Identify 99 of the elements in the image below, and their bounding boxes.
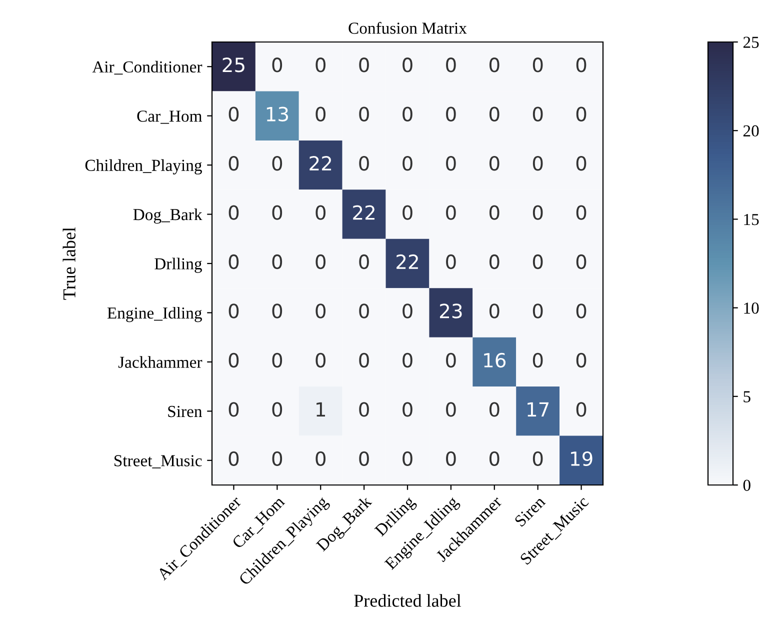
data-label: 22 <box>353 205 374 220</box>
data-label: 0 <box>532 304 543 318</box>
data-label: 0 <box>532 451 543 466</box>
data-label: 0 <box>446 352 456 368</box>
data-label: 0 <box>316 205 326 220</box>
data-label: 0 <box>272 254 282 270</box>
data-label: 0 <box>532 156 543 171</box>
data-label: 19 <box>571 451 592 466</box>
data-label: 0 <box>489 205 500 220</box>
data-label: 0 <box>489 451 500 466</box>
color-bar-label: 5 <box>744 391 750 402</box>
color-bar-label: 25 <box>743 36 759 48</box>
data-label: 0 <box>402 156 412 171</box>
data-label: 0 <box>316 106 326 122</box>
data-label: 0 <box>272 304 282 318</box>
data-label: 0 <box>402 106 412 122</box>
data-label: 0 <box>532 106 543 122</box>
chart-title: Confusion Matrix <box>348 22 467 34</box>
data-label: 0 <box>272 352 282 368</box>
data-label: 0 <box>228 254 239 270</box>
data-label: 0 <box>576 254 586 270</box>
data-label: 0 <box>359 156 369 171</box>
data-label: 17 <box>528 402 549 417</box>
data-label: 25 <box>222 58 244 72</box>
data-label: 0 <box>489 156 500 171</box>
data-label: 0 <box>489 254 500 270</box>
data-label: 0 <box>446 205 456 220</box>
data-label: 0 <box>316 352 326 368</box>
data-label: 0 <box>576 106 586 122</box>
y-tick-label: Children_Playing <box>85 159 202 174</box>
data-label: 0 <box>316 254 326 270</box>
data-label: 0 <box>402 402 412 417</box>
data-label: 0 <box>359 254 369 270</box>
data-label: 0 <box>359 451 369 466</box>
data-label: 0 <box>446 156 456 171</box>
data-label: 0 <box>446 106 456 122</box>
y-tick-label: Siren <box>168 406 202 418</box>
y-tick-label: Dog_Bark <box>133 208 202 224</box>
data-label: 0 <box>359 304 369 318</box>
y-tick-label: Drlling <box>154 258 202 273</box>
data-label: 0 <box>359 106 369 122</box>
color-bar-label: 15 <box>744 214 759 226</box>
data-label: 0 <box>532 352 543 368</box>
data-label: 0 <box>272 402 282 417</box>
data-label: 0 <box>532 205 543 220</box>
data-label: 0 <box>228 205 239 220</box>
data-label: 13 <box>266 106 288 122</box>
data-label: 0 <box>228 106 239 122</box>
data-label: 0 <box>316 304 326 318</box>
data-label: 0 <box>402 205 412 220</box>
data-label: 0 <box>228 156 239 171</box>
color-bar-label: 10 <box>744 302 759 314</box>
y-tick-label: Street_Music <box>114 455 202 468</box>
data-label: 0 <box>316 58 326 72</box>
data-label: 0 <box>228 304 239 318</box>
data-label: 0 <box>576 58 586 72</box>
data-label: 0 <box>532 254 543 270</box>
data-label: 0 <box>489 304 500 318</box>
data-label: 0 <box>359 402 369 417</box>
data-label: 0 <box>576 156 586 171</box>
data-label: 0 <box>576 402 586 417</box>
data-label: 0 <box>489 58 500 72</box>
data-label: 0 <box>446 451 456 466</box>
data-label: 0 <box>402 451 412 466</box>
data-label: 0 <box>489 402 500 417</box>
data-label: 16 <box>484 352 506 368</box>
data-label: 0 <box>316 451 326 466</box>
data-label: 0 <box>402 304 412 318</box>
data-label: 0 <box>402 58 412 72</box>
data-label: 0 <box>228 402 239 417</box>
data-label: 22 <box>310 156 332 170</box>
y-tick-label: Jackhammer <box>118 356 202 368</box>
data-label: 0 <box>272 58 282 72</box>
data-label: 0 <box>446 254 456 270</box>
data-label: 0 <box>576 205 586 220</box>
data-label: 0 <box>446 402 456 417</box>
data-label: 22 <box>396 254 418 269</box>
data-label: 1 <box>316 402 325 417</box>
x-axis-title: Predicted label <box>354 594 462 607</box>
data-label: 0 <box>576 352 586 368</box>
color-bar-label: 20 <box>743 125 759 137</box>
data-label: 0 <box>489 106 500 122</box>
data-label: 0 <box>228 451 239 466</box>
color-bar-label: 0 <box>743 480 750 491</box>
data-label: 0 <box>402 352 412 368</box>
data-label: 0 <box>272 205 282 220</box>
data-label: 0 <box>272 156 282 171</box>
y-tick-label: Car_Hom <box>137 110 202 124</box>
data-label: 0 <box>532 58 543 72</box>
data-label: 23 <box>440 304 462 318</box>
data-label: 0 <box>446 58 456 72</box>
data-label: 0 <box>359 352 369 368</box>
data-label: 0 <box>272 451 282 466</box>
y-tick-label: Engine_Idling <box>107 306 202 322</box>
data-label: 0 <box>228 352 239 368</box>
y-axis-title: True label <box>62 227 76 300</box>
data-label: 0 <box>576 304 586 318</box>
y-tick-label: Air_Conditioner <box>92 60 202 75</box>
data-label: 0 <box>359 58 369 72</box>
